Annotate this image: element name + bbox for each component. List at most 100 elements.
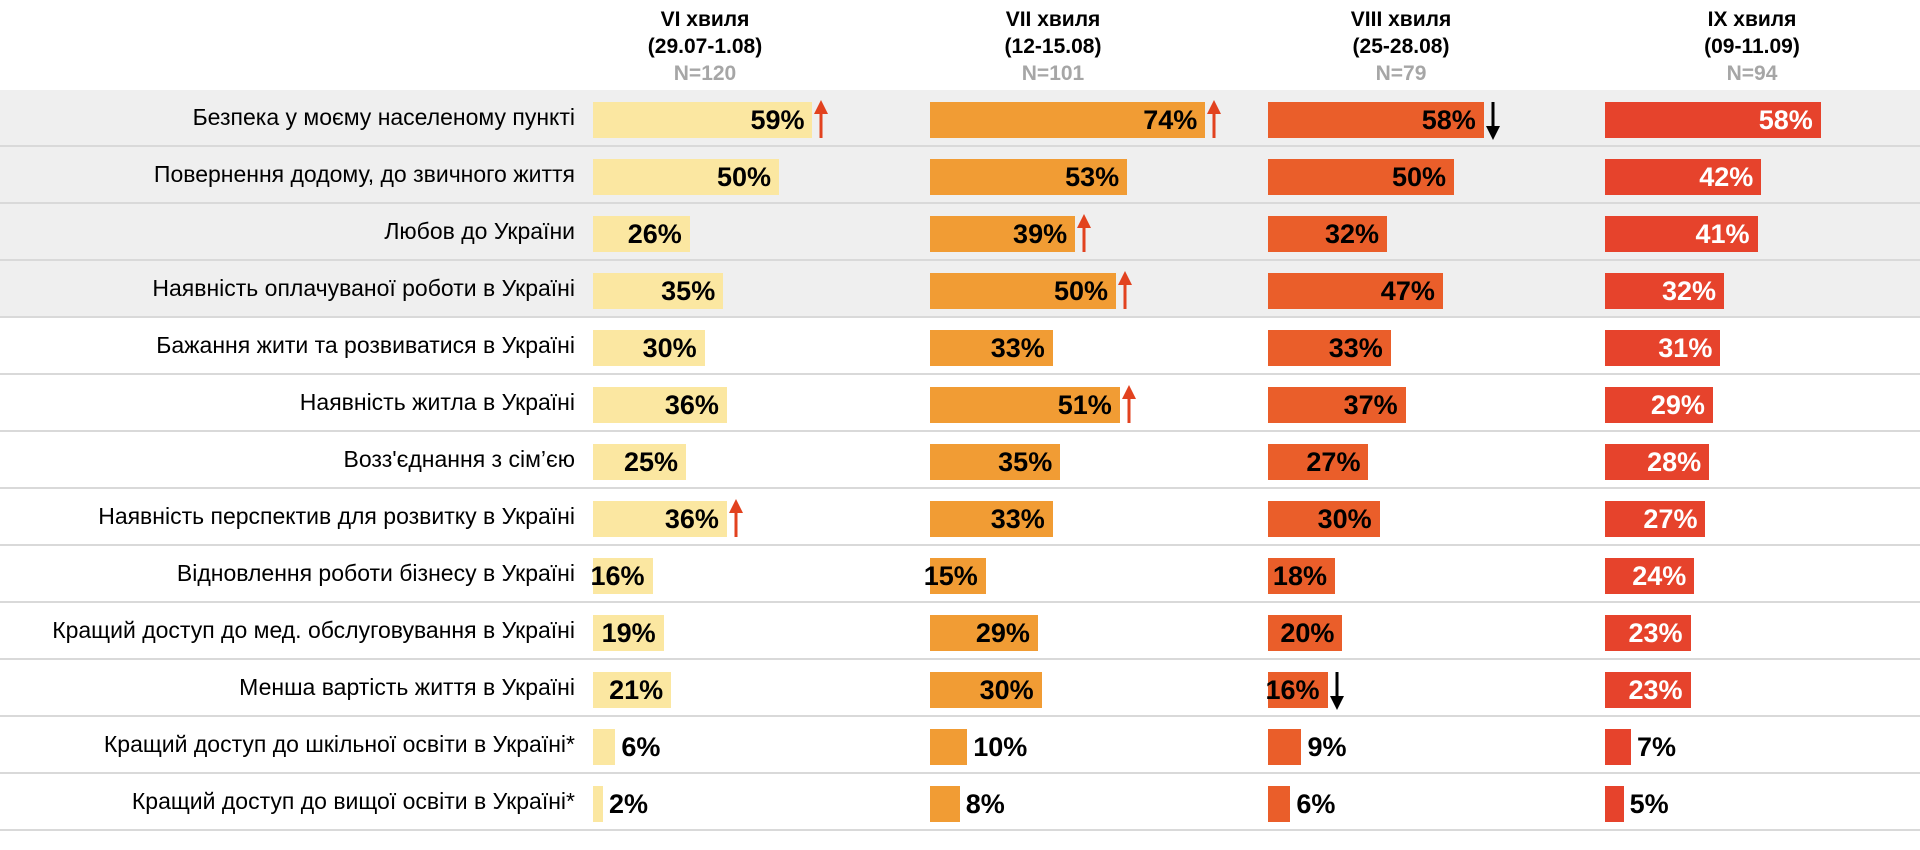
- category-label: Наявність оплачуваної роботи в Україні: [152, 275, 575, 301]
- value-label: 35%: [661, 275, 716, 306]
- value-label: 29%: [1650, 389, 1705, 420]
- value-label: 36%: [664, 503, 719, 534]
- value-label: 74%: [1143, 104, 1198, 135]
- wave-title: VII хвиля: [1005, 8, 1101, 31]
- bar: [1605, 101, 1821, 138]
- wave-dates: (29.07-1.08): [647, 35, 763, 58]
- bar: [930, 443, 1061, 480]
- bar: [1268, 671, 1328, 708]
- value-label: 6%: [1296, 788, 1336, 819]
- wave-dates: (12-15.08): [1004, 35, 1102, 58]
- value-label: 37%: [1343, 389, 1398, 420]
- bar: [593, 614, 664, 651]
- value-label: 50%: [1391, 161, 1446, 192]
- category-label: Любов до України: [384, 218, 575, 244]
- value-label: 39%: [1013, 218, 1068, 249]
- value-label: 19%: [601, 617, 656, 648]
- wave-sample-size: N=101: [1021, 62, 1085, 85]
- bar: [1605, 614, 1691, 651]
- bar: [1605, 329, 1721, 366]
- bar: [1605, 785, 1624, 822]
- value-label: 6%: [621, 731, 661, 762]
- bar: [593, 386, 727, 423]
- bar: [1268, 614, 1343, 651]
- bar: [593, 443, 686, 480]
- wave-sample-size: N=94: [1726, 62, 1778, 85]
- value-label: 33%: [990, 332, 1045, 363]
- wave-sample-size: N=120: [673, 62, 737, 85]
- category-label: Менша вартість життя в Україні: [239, 674, 575, 700]
- value-label: 31%: [1658, 332, 1713, 363]
- bar: [593, 500, 727, 537]
- value-label: 26%: [627, 218, 682, 249]
- category-label: Наявність житла в Україні: [299, 389, 575, 415]
- wave-header: VIII хвиля (25-28.08) N=79: [1271, 6, 1531, 87]
- bar: [1605, 443, 1710, 480]
- value-label: 21%: [609, 674, 664, 705]
- value-label: 59%: [750, 104, 805, 135]
- bar: [930, 215, 1076, 252]
- category-label: Кращий доступ до шкільної освіти в Украї…: [103, 731, 575, 757]
- value-label: 23%: [1628, 674, 1683, 705]
- bar: [593, 215, 690, 252]
- wave-dates: (25-28.08): [1352, 35, 1450, 58]
- bar: [1605, 158, 1762, 195]
- trend-down-arrow-icon: [1485, 101, 1500, 140]
- bar: [1605, 728, 1632, 765]
- bar: [593, 101, 813, 138]
- bar: [1605, 272, 1725, 309]
- trend-down-arrow-icon: [1329, 671, 1344, 710]
- value-label: 30%: [1317, 503, 1372, 534]
- value-label: 30%: [979, 674, 1034, 705]
- category-label: Відновлення роботи бізнесу в Україні: [176, 560, 575, 586]
- value-label: 41%: [1695, 218, 1750, 249]
- bar: [1268, 215, 1388, 252]
- value-label: 36%: [664, 389, 719, 420]
- bar: [1268, 386, 1406, 423]
- bar: [1268, 272, 1443, 309]
- wave-header: IX хвиля (09-11.09) N=94: [1622, 6, 1882, 87]
- wave-title: VI хвиля: [660, 8, 750, 31]
- value-label: 20%: [1280, 617, 1335, 648]
- value-label: 35%: [998, 446, 1053, 477]
- bar: [1605, 386, 1713, 423]
- value-label: 25%: [623, 446, 678, 477]
- category-label: Возз'єднання з сім’єю: [343, 446, 575, 472]
- value-label: 28%: [1647, 446, 1702, 477]
- bar: [1605, 671, 1691, 708]
- category-label: Безпека у моєму населеному пункті: [192, 104, 575, 130]
- bar: [930, 728, 968, 765]
- bar: [930, 500, 1053, 537]
- value-label: 53%: [1065, 161, 1120, 192]
- bar: [1605, 500, 1706, 537]
- trend-up-arrow-icon: [1118, 270, 1132, 309]
- bar: [1268, 557, 1335, 594]
- bar: [1268, 329, 1391, 366]
- bar: [593, 671, 672, 708]
- category-label: Кращий доступ до мед. обслуговування в У…: [52, 617, 575, 643]
- wave-sample-size: N=79: [1375, 62, 1427, 85]
- value-label: 16%: [1265, 674, 1320, 705]
- bar: [930, 386, 1120, 423]
- value-label: 18%: [1272, 560, 1327, 591]
- value-label: 10%: [973, 731, 1028, 762]
- category-label: Кращий доступ до вищої освіти в Україні*: [131, 788, 575, 814]
- value-label: 32%: [1662, 275, 1717, 306]
- bar: [930, 272, 1116, 309]
- bar: [1268, 443, 1369, 480]
- value-label: 51%: [1057, 389, 1112, 420]
- value-label: 5%: [1629, 788, 1669, 819]
- bar: [593, 272, 724, 309]
- bar: [1605, 557, 1695, 594]
- value-label: 50%: [1053, 275, 1108, 306]
- value-label: 8%: [965, 788, 1005, 819]
- value-label: 16%: [590, 560, 645, 591]
- trend-up-arrow-icon: [728, 498, 743, 537]
- bar: [930, 329, 1053, 366]
- trend-up-arrow-icon: [814, 99, 829, 138]
- bar: [593, 158, 779, 195]
- value-label: 29%: [975, 617, 1030, 648]
- bar: [1268, 101, 1484, 138]
- value-label: 7%: [1637, 731, 1677, 762]
- value-label: 33%: [1328, 332, 1383, 363]
